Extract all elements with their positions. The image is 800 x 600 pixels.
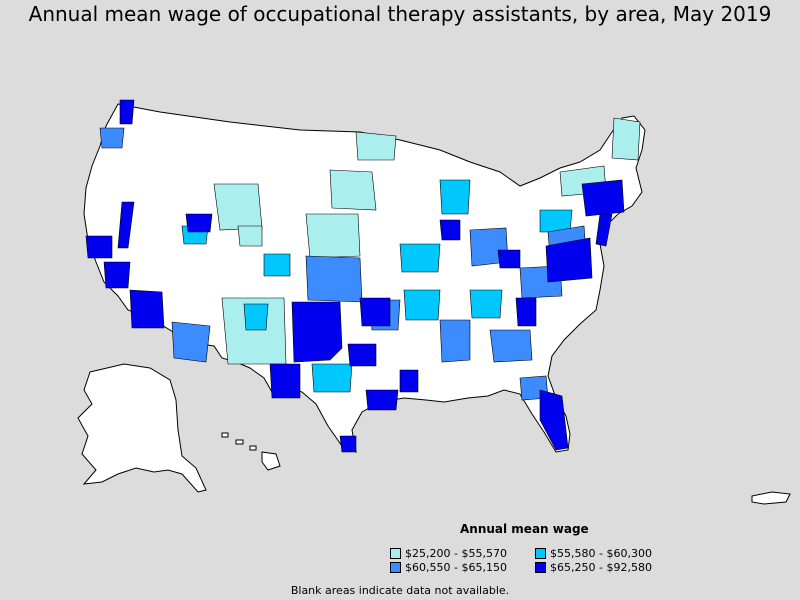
legend-title: Annual mean wage [460,522,589,536]
legend-item-tier-1: $25,200 - $55,570 [390,547,507,560]
legend-label-tier-3: $60,550 - $65,150 [405,561,507,574]
wage-areas-tier-2 [181,179,573,393]
map-title: Annual mean wage of occupational therapy… [28,2,772,26]
legend-swatch-tier-1 [390,548,401,559]
legend-label-tier-4: $65,250 - $92,580 [550,561,652,574]
legend-swatch-tier-2 [535,548,546,559]
footnote: Blank areas indicate data not available. [290,584,510,597]
hawaii [221,432,281,471]
legend-item-tier-2: $55,580 - $60,300 [535,547,652,560]
legend-item-tier-4: $65,250 - $92,580 [535,561,652,574]
legend-item-tier-3: $60,550 - $65,150 [390,561,507,574]
legend-label-tier-2: $55,580 - $60,300 [550,547,652,560]
puerto-rico [751,491,791,505]
legend-swatch-tier-3 [390,562,401,573]
legend-label-tier-1: $25,200 - $55,570 [405,547,507,560]
alaska [77,363,207,493]
legend-swatch-tier-4 [535,562,546,573]
wage-areas-tier-4 [85,99,625,453]
